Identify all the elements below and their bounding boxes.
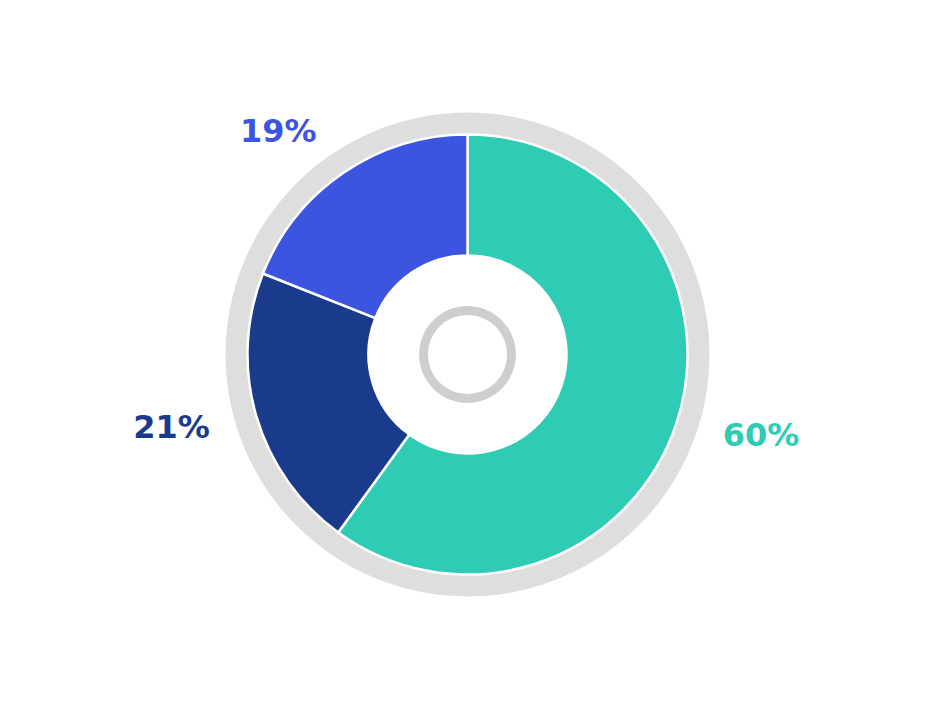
outer-ring bbox=[226, 113, 710, 597]
pie: 60% 21% 19% bbox=[133, 112, 799, 597]
hole-ring bbox=[419, 306, 516, 403]
slice bbox=[247, 274, 409, 533]
data-label: 60% bbox=[723, 416, 800, 454]
chart: 60% 21% 19% bbox=[0, 0, 935, 709]
data-labels: 60% 21% 19% bbox=[133, 112, 799, 455]
data-label: 19% bbox=[240, 112, 317, 150]
slices bbox=[247, 135, 687, 575]
ring-mask bbox=[248, 135, 688, 575]
data-label: 21% bbox=[133, 408, 210, 446]
slice bbox=[263, 135, 468, 319]
hole bbox=[428, 315, 507, 394]
